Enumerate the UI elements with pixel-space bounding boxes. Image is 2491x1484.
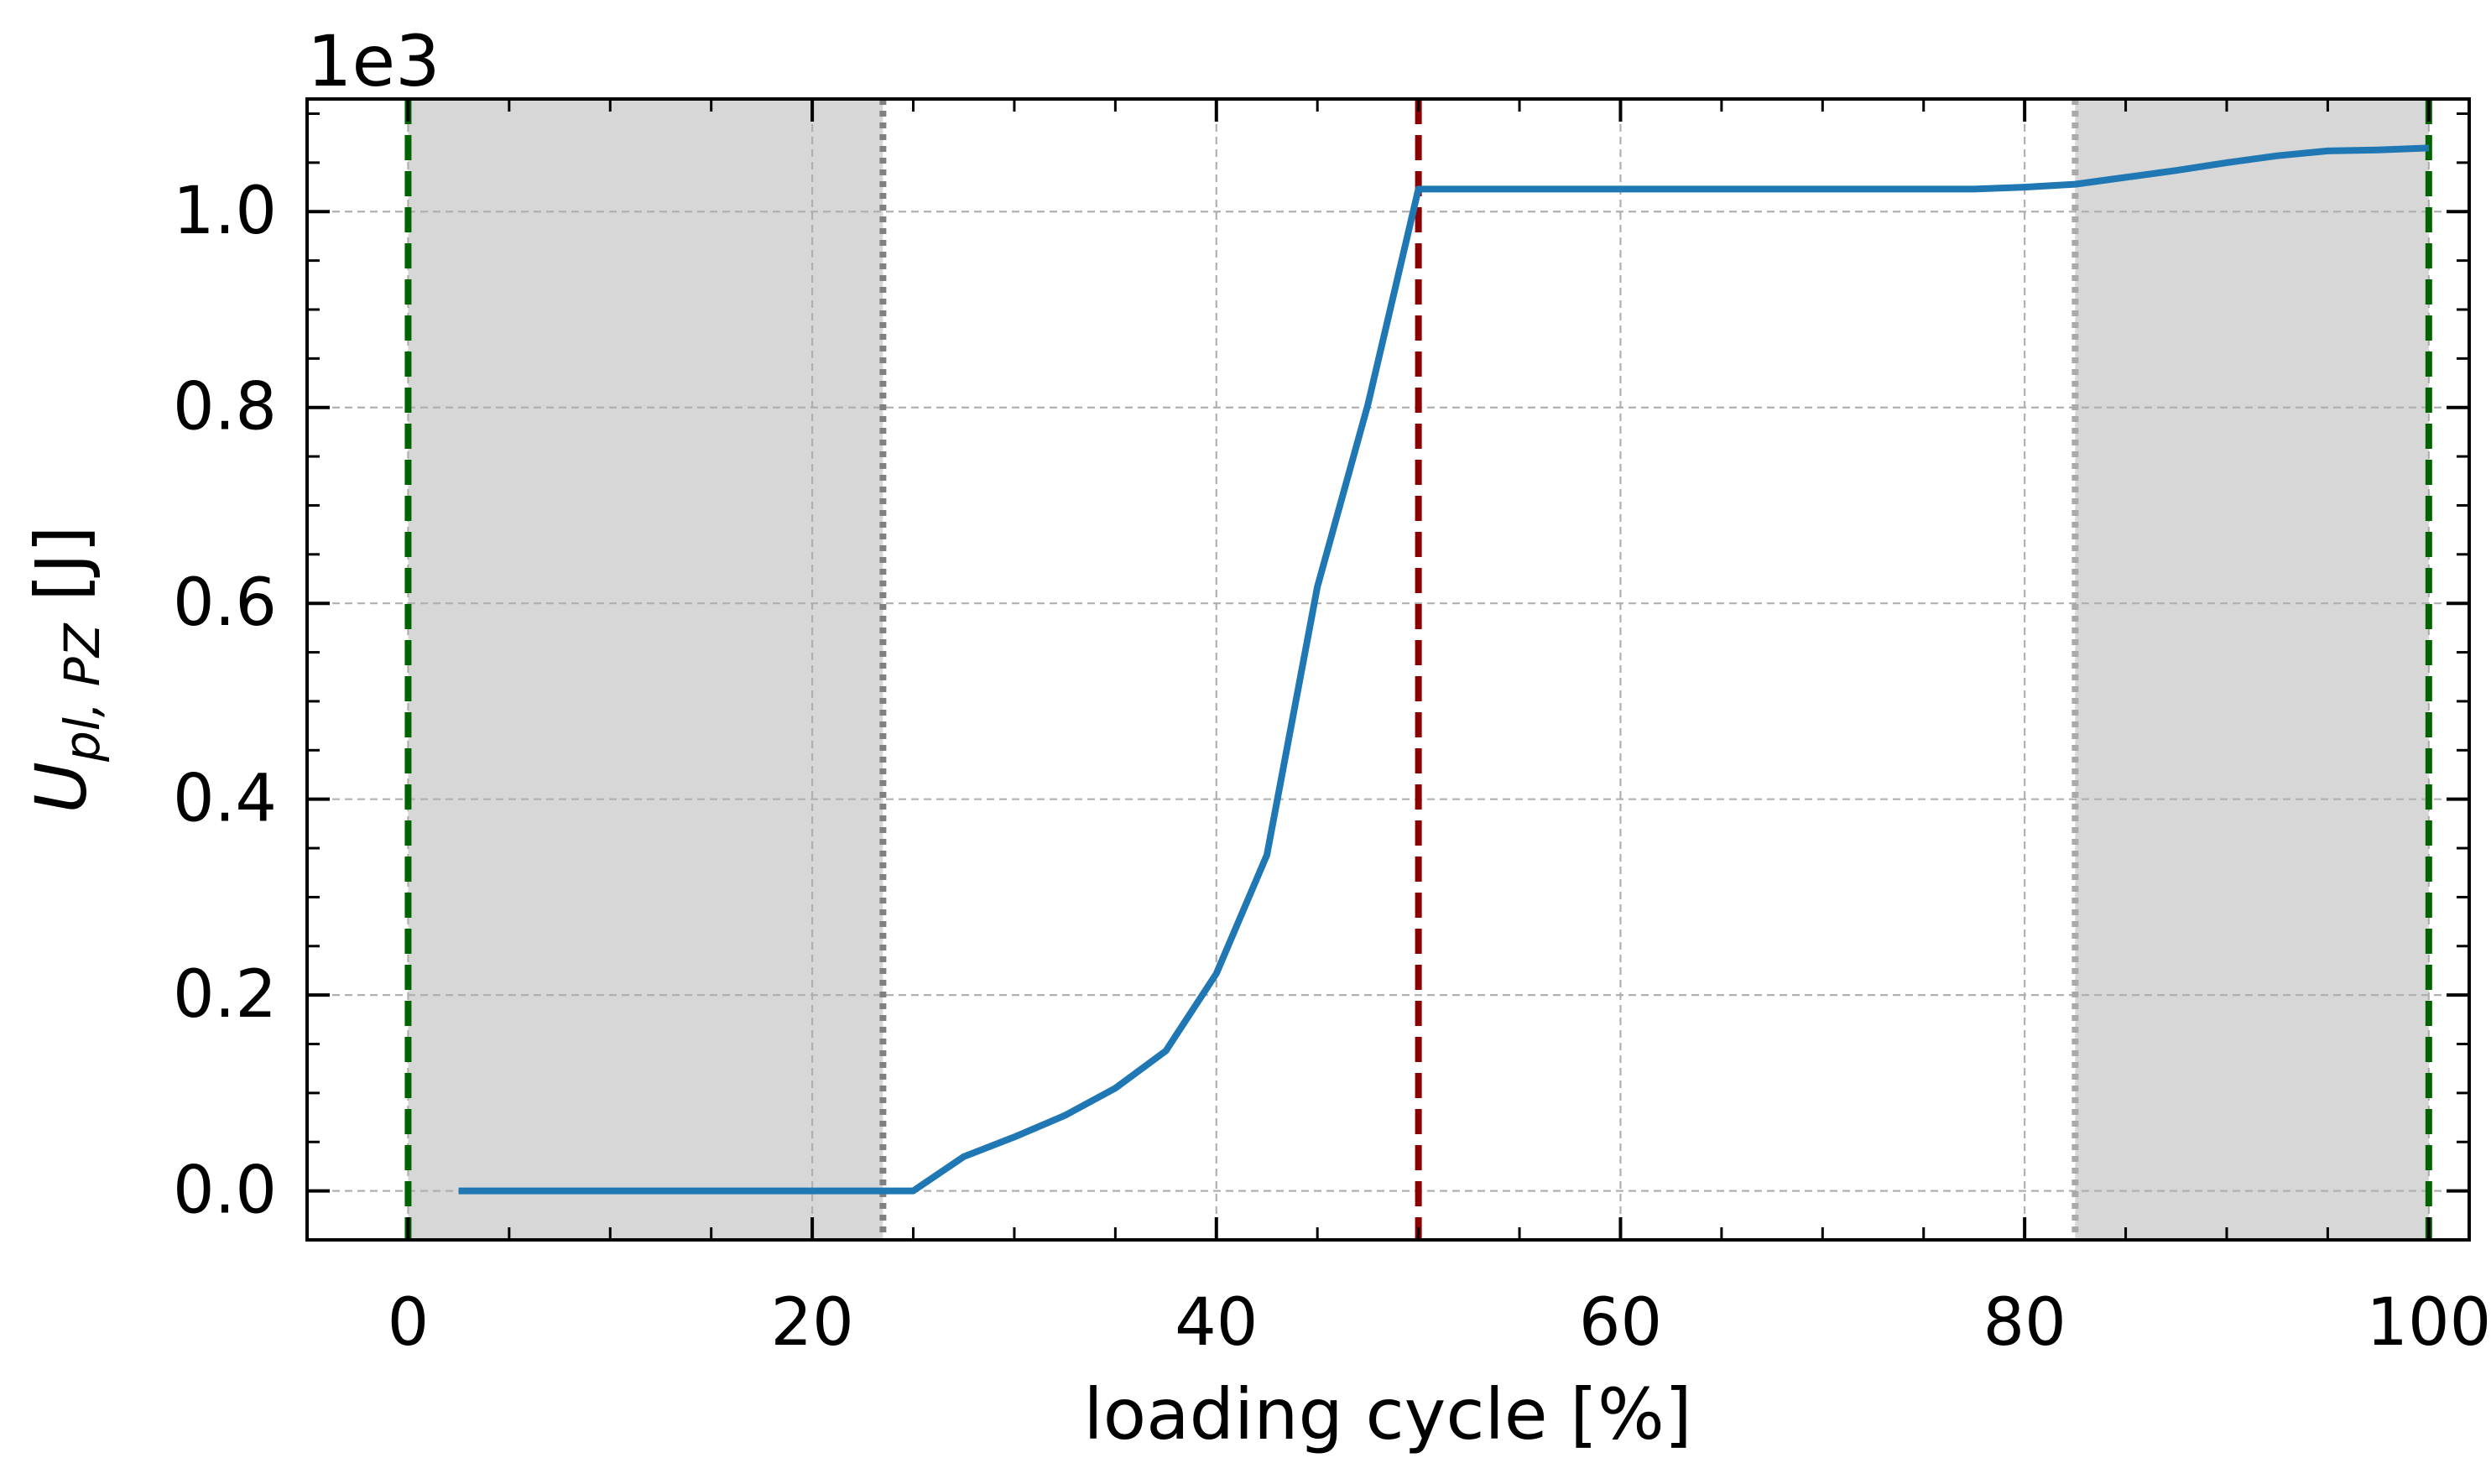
y-axis-spacer — [20, 601, 102, 624]
x-tick-label-5: 100 — [2366, 1285, 2491, 1361]
y-axis-unit: [J] — [20, 525, 102, 601]
x-tick-label-0: 0 — [388, 1285, 430, 1361]
x-tick-label-4: 80 — [1983, 1285, 2066, 1361]
y-tick-label-0: 0.0 — [173, 1153, 277, 1229]
y-axis-symbol: U — [20, 762, 102, 813]
y-tick-label-3: 0.6 — [173, 565, 277, 641]
x-tick-label-3: 60 — [1579, 1285, 1662, 1361]
y-tick-label-4: 0.8 — [173, 370, 277, 445]
x-tick-label-1: 20 — [770, 1285, 853, 1361]
shaded-region-1 — [2075, 99, 2428, 1240]
y-offset-label: 1e3 — [307, 20, 440, 102]
y-tick-label-5: 1.0 — [173, 174, 277, 249]
y-tick-label-1: 0.2 — [173, 957, 277, 1033]
y-axis-subscript: pl, PZ — [54, 622, 111, 763]
x-tick-label-2: 40 — [1175, 1285, 1258, 1361]
x-axis-title: loading cycle [%] — [1083, 1373, 1691, 1455]
y-tick-label-2: 0.4 — [173, 762, 277, 837]
